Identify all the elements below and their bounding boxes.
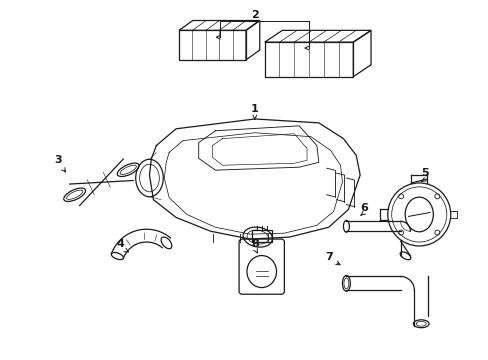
Text: 7: 7 bbox=[324, 252, 332, 262]
Text: 1: 1 bbox=[250, 104, 258, 114]
Text: 2: 2 bbox=[250, 10, 258, 19]
Bar bbox=[251, 230, 271, 242]
Text: 8: 8 bbox=[250, 239, 258, 249]
Text: 6: 6 bbox=[360, 203, 367, 212]
Text: 5: 5 bbox=[421, 168, 428, 178]
Text: 4: 4 bbox=[116, 239, 123, 249]
Text: 3: 3 bbox=[54, 155, 61, 165]
